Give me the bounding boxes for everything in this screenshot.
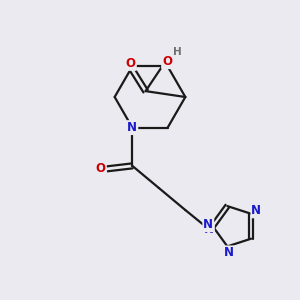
- Text: O: O: [162, 55, 172, 68]
- Text: N: N: [224, 246, 234, 260]
- Text: N: N: [251, 204, 261, 217]
- Text: N: N: [127, 121, 137, 134]
- Text: N: N: [203, 218, 213, 231]
- Text: O: O: [126, 57, 136, 70]
- Text: O: O: [96, 162, 106, 175]
- Text: H: H: [173, 47, 182, 57]
- Text: N: N: [204, 223, 214, 236]
